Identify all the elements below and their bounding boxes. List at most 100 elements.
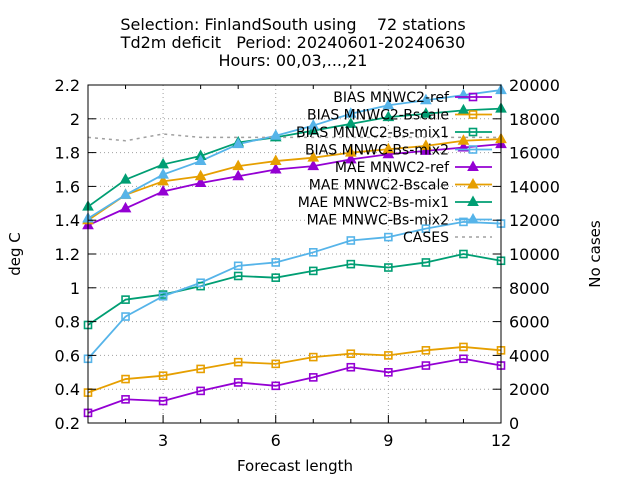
data-point xyxy=(344,117,357,128)
data-point xyxy=(232,137,245,149)
chart-title: Selection: FinlandSouth using 72 station… xyxy=(120,15,466,70)
data-point xyxy=(308,373,318,382)
data-point xyxy=(420,93,432,105)
data-point xyxy=(157,184,169,196)
y-tick-label: 0.2 xyxy=(55,414,80,433)
data-point xyxy=(307,151,320,162)
series-line-0 xyxy=(87,357,502,414)
data-point xyxy=(233,357,243,367)
y2-tick-label: 6000 xyxy=(509,313,550,332)
y2-tick-label: 16000 xyxy=(509,144,560,163)
legend-label: CASES xyxy=(403,230,449,246)
data-point xyxy=(121,295,130,304)
data-point xyxy=(158,396,168,406)
data-point xyxy=(307,159,320,171)
y-tick-label: 1.4 xyxy=(55,211,80,230)
data-point xyxy=(308,266,318,276)
y-axis-label: deg C xyxy=(6,232,24,276)
data-point xyxy=(233,261,243,271)
x-tick-label: 6 xyxy=(271,431,281,450)
series-line-6 xyxy=(87,107,502,208)
series-lines xyxy=(87,89,502,414)
legend-label: MAE MNWC2-Bscale xyxy=(309,178,449,194)
series-line-5 xyxy=(87,138,502,221)
y2-tick-label: 12000 xyxy=(509,211,560,230)
legend-swatch-marker xyxy=(467,160,479,171)
data-point xyxy=(384,367,393,377)
data-point xyxy=(346,362,356,372)
y2-tick-label: 0 xyxy=(509,414,519,433)
data-point xyxy=(271,381,281,391)
data-point xyxy=(271,359,281,369)
data-point xyxy=(420,139,432,150)
data-point xyxy=(384,263,393,272)
data-point xyxy=(119,173,132,184)
x-tick-label: 3 xyxy=(158,431,168,450)
data-point xyxy=(421,346,431,355)
data-point xyxy=(457,134,470,145)
y-tick-label: 1 xyxy=(70,279,80,298)
y2-tick-label: 18000 xyxy=(509,110,560,129)
series-line-7 xyxy=(87,89,502,220)
data-point xyxy=(158,291,168,301)
data-point xyxy=(269,162,282,174)
legend-label: BIAS MNWC2-Bs-mix1 xyxy=(296,125,449,141)
grid xyxy=(88,85,501,423)
data-point xyxy=(269,154,282,166)
legend-swatch-marker xyxy=(468,145,478,154)
y-tick-label: 2.2 xyxy=(55,76,80,95)
legend-swatch-marker xyxy=(467,195,479,206)
data-point xyxy=(269,129,282,140)
data-point xyxy=(459,354,468,364)
x-tick-label: 9 xyxy=(383,431,393,450)
series-line-4 xyxy=(87,143,502,227)
data-point xyxy=(233,378,243,387)
y-tick-label: 1.6 xyxy=(55,177,80,196)
data-point xyxy=(346,349,356,359)
data-point xyxy=(196,386,205,396)
data-point xyxy=(384,351,393,360)
data-point xyxy=(196,364,205,374)
data-point xyxy=(307,124,320,135)
data-point xyxy=(194,154,207,166)
data-point xyxy=(194,169,207,181)
data-point xyxy=(382,98,395,110)
y-tick-label: 1.2 xyxy=(55,245,80,264)
legend-label: BIAS MNWC2-Bscale xyxy=(307,108,449,124)
y2-tick-label: 10000 xyxy=(509,245,560,264)
data-point xyxy=(459,249,468,259)
data-point xyxy=(121,395,130,404)
data-point xyxy=(119,188,132,199)
legend-swatch-marker xyxy=(467,177,479,189)
legend-swatch-marker xyxy=(468,127,478,137)
data-point xyxy=(157,174,169,186)
data-point xyxy=(307,119,320,130)
y2-tick-label: 14000 xyxy=(509,177,560,196)
legend-label: BIAS MNWC-Bs-mix2 xyxy=(305,143,449,159)
legend-swatch-marker xyxy=(468,92,478,102)
data-point xyxy=(271,258,281,267)
data-point xyxy=(158,371,168,380)
data-point xyxy=(121,312,130,321)
data-point xyxy=(271,273,281,282)
series-markers xyxy=(82,83,507,418)
title-line-1: Selection: FinlandSouth using 72 station… xyxy=(120,15,465,34)
y-tick-label: 0.8 xyxy=(55,313,80,332)
data-point xyxy=(382,110,395,122)
y2-tick-label: 4000 xyxy=(509,346,550,365)
data-point xyxy=(232,159,245,171)
title-line-2: Td2m deficit Period: 20240601-20240630 xyxy=(120,33,466,52)
data-point xyxy=(344,107,357,118)
data-point xyxy=(421,224,431,233)
data-point xyxy=(459,217,468,227)
data-point xyxy=(382,142,395,154)
y2-tick-label: 2000 xyxy=(509,380,550,399)
data-point xyxy=(308,352,318,362)
legend-label: BIAS MNWC2-ref xyxy=(333,90,450,106)
data-point xyxy=(121,374,130,384)
y2-tick-label: 8000 xyxy=(509,279,550,298)
data-point xyxy=(233,271,243,281)
series-line-3 xyxy=(87,220,502,360)
